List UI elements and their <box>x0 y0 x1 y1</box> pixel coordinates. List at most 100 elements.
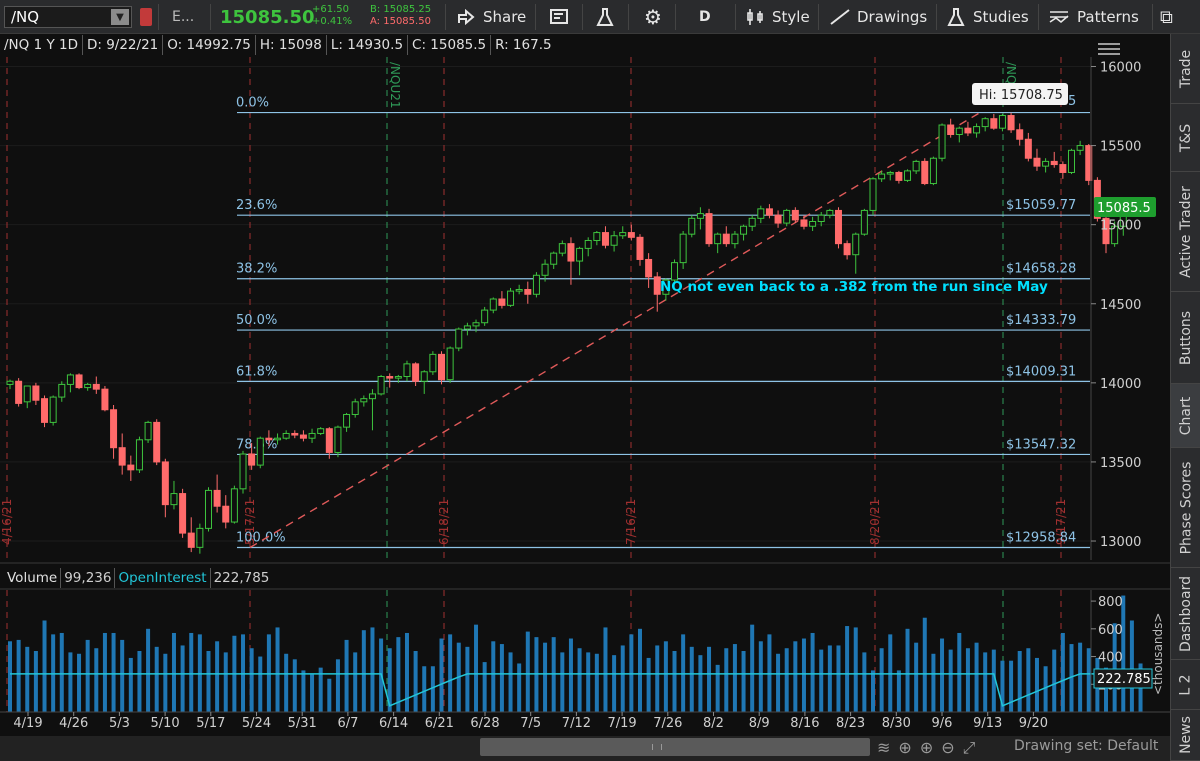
volume-bar <box>292 659 297 712</box>
tab-time-and-sales[interactable]: T&S <box>1171 104 1200 172</box>
drawings-label: Drawings <box>857 8 928 26</box>
volume-bar <box>698 655 703 712</box>
price-scale-toggle-icon[interactable] <box>1098 43 1120 55</box>
symbol-input[interactable]: /NQ ▼ <box>4 6 132 28</box>
tab-phase-scores[interactable]: Phase Scores <box>1171 448 1200 568</box>
crosshair-icon[interactable]: ⊕ <box>898 738 912 757</box>
tab-news[interactable]: News <box>1171 710 1200 761</box>
window-restore-icon[interactable]: ⧉ <box>1160 6 1173 28</box>
candle-body <box>765 208 773 216</box>
drawings-button[interactable]: Drawings <box>829 0 927 34</box>
tab-trade[interactable]: Trade <box>1171 34 1200 104</box>
candle-body <box>955 127 963 136</box>
patterns-button[interactable]: Patterns <box>1048 0 1139 34</box>
marker-label: 6/18/21 <box>437 499 451 545</box>
symbol-dropdown-icon[interactable]: ▼ <box>111 9 129 25</box>
gear-icon[interactable]: ⚙ <box>644 5 662 29</box>
date-tick-label: 5/31 <box>288 716 317 731</box>
volume-bar <box>16 639 21 712</box>
last-price: 15085.50 <box>220 6 315 28</box>
date-tick-label: 5/17 <box>196 716 225 731</box>
tab-buttons[interactable]: Buttons <box>1171 292 1200 384</box>
tab-active-trader[interactable]: Active Trader <box>1171 172 1200 292</box>
fib-price-label: $13547.32 <box>1006 437 1076 452</box>
candle-body <box>843 243 851 256</box>
tab-label: Chart <box>1178 396 1195 435</box>
style-button[interactable]: Style <box>746 0 810 34</box>
bar-range: R: 167.5 <box>495 37 552 53</box>
volume-bar <box>1000 660 1005 712</box>
fibonacci-retracement[interactable]: 0.0% 23.6% $15059.77 38.2% $14658.28 50.0% $14… <box>236 96 1090 549</box>
volume-bar <box>612 655 617 712</box>
trend-line[interactable] <box>249 111 981 549</box>
candle-body <box>1059 164 1067 173</box>
candle-body <box>1085 145 1093 181</box>
volume-bar <box>146 628 151 712</box>
candle-body <box>947 124 955 136</box>
fib-price-label: $15059.77 <box>1006 198 1076 213</box>
volume-bar <box>905 628 910 712</box>
price-tick-label: 13500 <box>1100 456 1141 471</box>
fit-icon[interactable]: ⤢ <box>962 738 976 757</box>
volume-bar <box>42 620 47 712</box>
volume-bar <box>1121 595 1126 712</box>
date-tick-label: 9/13 <box>973 716 1002 731</box>
flask-button[interactable] <box>596 0 614 34</box>
volume-bar <box>940 638 945 712</box>
volume-bar <box>965 648 970 712</box>
horizontal-scrollbar-thumb[interactable] <box>480 738 870 756</box>
volume-bar <box>914 642 919 712</box>
separator <box>582 4 583 30</box>
candle-body <box>532 274 540 295</box>
fib-level-label: 78.6% <box>236 437 277 452</box>
tab-chart[interactable]: Chart <box>1171 384 1200 448</box>
notes-button[interactable] <box>549 0 571 34</box>
volume-bar <box>111 632 116 712</box>
drawing-set-selector[interactable]: Drawing set: Default <box>1014 738 1159 754</box>
open-interest-title[interactable]: OpenInterest <box>115 568 211 588</box>
separator <box>210 4 211 30</box>
studies-button[interactable]: Studies <box>946 0 1029 34</box>
bar-date: D: 9/22/21 <box>83 35 164 55</box>
tab-dashboard[interactable]: Dashboard <box>1171 568 1200 660</box>
chart-annotation[interactable]: NQ not even back to a .382 from the run … <box>660 279 1048 295</box>
zoom-out-icon[interactable]: ⊖ <box>941 738 955 757</box>
share-button[interactable]: Share <box>456 0 526 34</box>
right-sidebar: Trade T&S Active Trader Buttons Chart Ph… <box>1170 34 1200 761</box>
zoom-in-icon[interactable]: ⊕ <box>919 738 934 757</box>
candle-body <box>15 380 23 404</box>
date-tick-label: 9/6 <box>932 716 953 731</box>
style-label: Style <box>772 8 810 26</box>
bid-ask-block: B: 15085.25 A: 15085.50 <box>370 4 442 28</box>
high-fib-suffix: 5 <box>1068 94 1076 109</box>
candle-body <box>170 493 178 506</box>
candle-body <box>377 376 385 395</box>
candle-body <box>420 371 428 382</box>
volume-bar <box>1034 657 1039 712</box>
candle-body <box>921 160 929 185</box>
volume-bar <box>180 645 185 712</box>
volume-bar <box>845 626 850 712</box>
volume-bar <box>448 634 453 712</box>
volume-label[interactable]: Volume <box>4 568 62 588</box>
volume-bar <box>482 662 487 712</box>
volume-bar <box>1129 620 1134 712</box>
chart-info-bar: /NQ 1 Y 1D D: 9/22/21 O: 14992.75 H: 150… <box>0 35 556 55</box>
candle-body <box>368 393 376 400</box>
chart-symbol-period[interactable]: /NQ 1 Y 1D <box>0 35 83 55</box>
pct-change: +0.41% <box>312 16 353 27</box>
date-tick-label: 7/19 <box>607 716 636 731</box>
price-chart[interactable]: 4/16/21 5/17/21/NQU21 6/18/21 7/16/21 8/20/2… <box>0 0 1170 736</box>
date-axis[interactable]: 4/19 4/26 5/3 5/10 5/17 5/24 5/31 6/7 6/14 6/21 6/… <box>0 711 1170 731</box>
volume-bar <box>1069 644 1074 712</box>
alert-flag-icon[interactable] <box>140 8 152 26</box>
date-tick-label: 8/30 <box>882 716 911 731</box>
resize-icon[interactable]: ≋ <box>877 738 891 757</box>
candle-body <box>1102 217 1110 245</box>
tab-level-2[interactable]: L 2 <box>1171 660 1200 710</box>
marker-label: 7/16/21 <box>624 499 638 545</box>
candle-body <box>507 290 515 306</box>
volume-bar <box>128 657 133 712</box>
price-axis[interactable]: 16000 15500 15000 14500 14000 13500 13000 <box>1090 57 1141 560</box>
aggregation-button[interactable]: D <box>699 9 711 25</box>
